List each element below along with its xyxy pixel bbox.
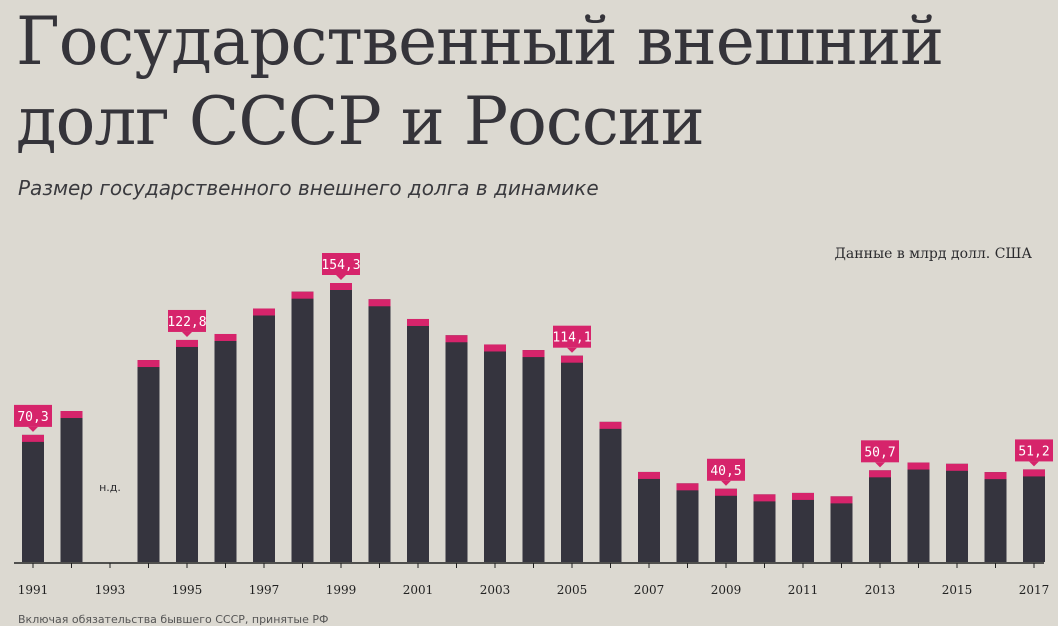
data-label-pointer [875, 462, 885, 468]
bar-cap [792, 492, 814, 500]
bar-cap [176, 339, 198, 347]
data-label-box [14, 404, 52, 427]
bar [137, 360, 160, 562]
bar-cap [407, 318, 429, 326]
bar-cap [1023, 469, 1045, 477]
x-tick-label: 2015 [942, 583, 973, 597]
x-tick-label: 1999 [326, 583, 357, 597]
x-tick-label: 1993 [95, 583, 126, 597]
x-tick-label: 2017 [1019, 583, 1050, 597]
chart-title: Государственный внешний долг СССР и Росс… [16, 2, 944, 162]
x-tick-label: 2001 [403, 583, 434, 597]
bar [176, 339, 198, 562]
data-label: 50,7 [864, 445, 895, 460]
bar-cap [522, 350, 545, 358]
bar-cap [638, 471, 660, 479]
bar-cap [715, 488, 737, 496]
bar-cap [253, 308, 275, 316]
bar [484, 344, 506, 562]
bar-cap [676, 483, 699, 491]
x-tick-label: 1997 [249, 583, 280, 597]
x-tick-label: 2003 [480, 583, 511, 597]
bar-cap [368, 299, 391, 307]
bar [599, 421, 622, 562]
data-label: 122,8 [167, 315, 206, 330]
bar [60, 411, 83, 562]
bar-cap [330, 283, 352, 290]
x-tick-label: 1995 [172, 583, 203, 597]
bar-cap [137, 360, 160, 368]
bar-cap [907, 462, 930, 470]
x-tick-label: 2009 [711, 583, 742, 597]
data-label-pointer [336, 275, 346, 280]
bar [291, 291, 314, 562]
footnote: Включая обязательства бывшего СССР, прин… [18, 613, 329, 626]
data-label-box [168, 309, 206, 332]
data-label-pointer [182, 331, 192, 337]
data-label: 154,3 [321, 258, 360, 273]
x-tick-label: 2007 [634, 583, 665, 597]
bar [214, 333, 237, 562]
data-label-pointer [567, 347, 577, 353]
x-tick-label: 2011 [788, 583, 819, 597]
data-label: 70,3 [17, 410, 48, 425]
bar [946, 463, 968, 562]
bar [907, 462, 930, 562]
data-label-box [707, 458, 745, 481]
data-label-pointer [721, 480, 731, 486]
bar [407, 318, 429, 562]
data-label-box [1015, 439, 1053, 462]
bar [522, 350, 545, 562]
bar-cap [484, 344, 506, 352]
bar [715, 488, 737, 562]
unit-note: Данные в млрд долл. США [834, 246, 1032, 262]
data-label-box [322, 253, 360, 275]
bar-cap [869, 470, 891, 478]
data-label-pointer [1029, 461, 1039, 467]
bar [1023, 469, 1045, 562]
data-label: 114,1 [552, 331, 591, 346]
bar [869, 470, 891, 562]
x-tick-label: 2013 [865, 583, 896, 597]
bar [638, 471, 660, 562]
bar-cap [753, 494, 776, 502]
bar-cap [830, 496, 853, 504]
bar [753, 494, 776, 562]
bar [445, 335, 468, 562]
bar [561, 355, 583, 562]
bar [22, 434, 44, 562]
data-label-pointer [28, 426, 38, 432]
bar [984, 472, 1007, 562]
title-line-1: Государственный внешний [16, 3, 944, 80]
data-label: 40,5 [710, 464, 741, 479]
bar [253, 308, 275, 562]
bar-cap [984, 472, 1007, 480]
bar-cap [445, 335, 468, 343]
bar-cap [291, 291, 314, 299]
data-label-box [553, 325, 591, 348]
no-data-label: н.д. [99, 481, 121, 494]
bar [792, 492, 814, 562]
x-tick-label: 1991 [18, 583, 49, 597]
bar-cap [214, 333, 237, 341]
x-tick-label: 2005 [557, 583, 588, 597]
data-label-box [861, 440, 899, 463]
bar-cap [599, 421, 622, 429]
title-line-2: долг СССР и России [16, 83, 705, 160]
bar-cap [60, 411, 83, 419]
bar-cap [946, 463, 968, 471]
bar-cap [22, 434, 44, 442]
bar-cap [561, 355, 583, 363]
chart-subtitle: Размер государственного внешнего долга в… [18, 176, 599, 200]
data-label: 51,2 [1018, 444, 1049, 459]
bar [676, 483, 699, 562]
bar [330, 283, 352, 562]
bar [830, 496, 853, 562]
bar [368, 299, 391, 562]
